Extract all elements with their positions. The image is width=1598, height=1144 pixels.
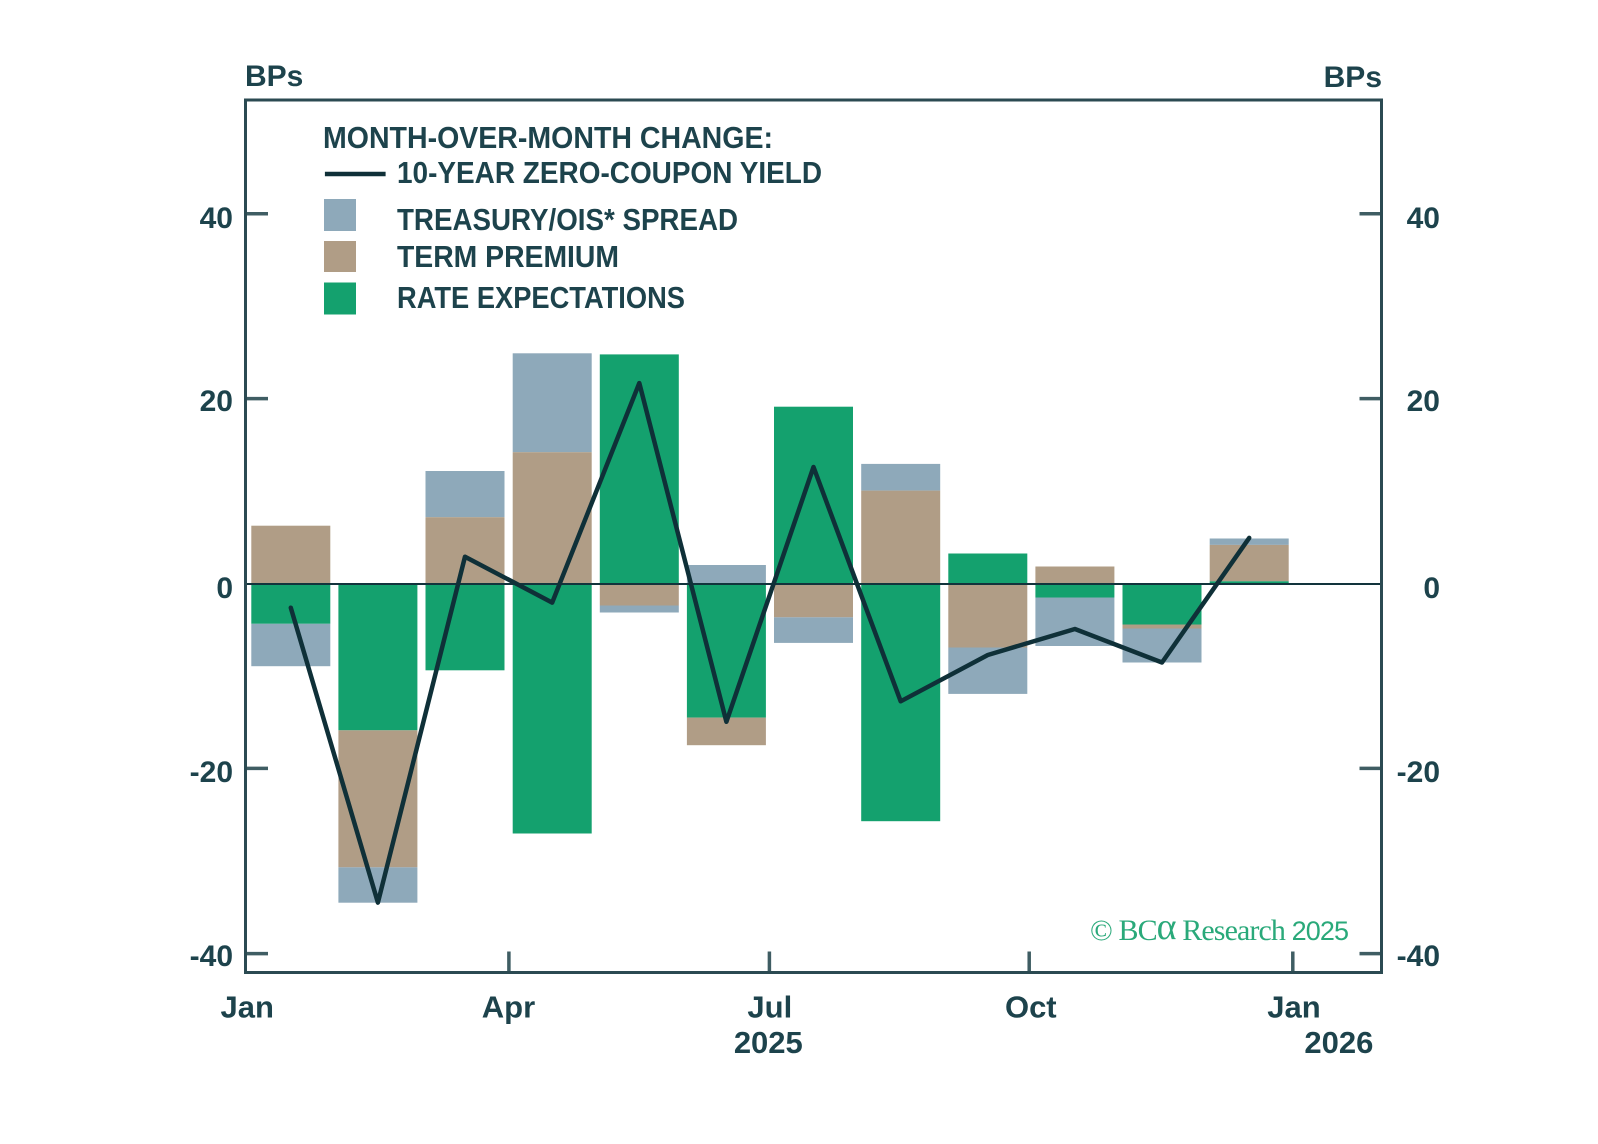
svg-text:MONTH-OVER-MONTH CHANGE:: MONTH-OVER-MONTH CHANGE: — [323, 120, 773, 155]
svg-text:Apr: Apr — [482, 990, 535, 1025]
svg-text:BPs: BPs — [245, 60, 303, 93]
svg-text:TREASURY/OIS* SPREAD: TREASURY/OIS* SPREAD — [397, 202, 738, 237]
svg-text:20: 20 — [1407, 385, 1440, 418]
svg-text:-20: -20 — [1397, 756, 1440, 789]
svg-text:-40: -40 — [1397, 940, 1440, 973]
svg-text:20: 20 — [200, 385, 233, 418]
svg-text:2025: 2025 — [734, 1025, 803, 1060]
svg-text:BPs: BPs — [1324, 61, 1382, 94]
svg-text:-20: -20 — [190, 756, 233, 789]
svg-text:-40: -40 — [190, 940, 233, 973]
svg-text:2026: 2026 — [1304, 1025, 1373, 1060]
svg-text:Jan: Jan — [1267, 990, 1320, 1025]
svg-text:0: 0 — [216, 572, 233, 605]
svg-text:40: 40 — [200, 202, 233, 235]
svg-text:0: 0 — [1423, 572, 1440, 605]
svg-text:40: 40 — [1407, 202, 1440, 235]
svg-text:Oct: Oct — [1005, 990, 1057, 1025]
svg-text:Jul: Jul — [747, 990, 792, 1025]
svg-text:10-YEAR ZERO-COUPON YIELD: 10-YEAR ZERO-COUPON YIELD — [397, 155, 822, 190]
svg-text:RATE EXPECTATIONS: RATE EXPECTATIONS — [397, 280, 685, 315]
svg-text:Jan: Jan — [220, 990, 273, 1025]
svg-text:TERM PREMIUM: TERM PREMIUM — [397, 239, 619, 274]
